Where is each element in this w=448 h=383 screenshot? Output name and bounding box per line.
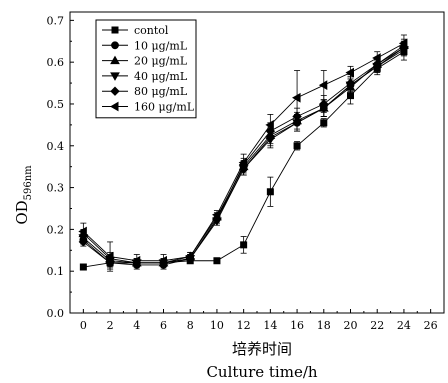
legend-item: 160 μg/mL <box>102 101 195 114</box>
x-tick-label: 6 <box>160 319 167 332</box>
legend-marker <box>111 26 119 34</box>
legend-label: 20 μg/mL <box>134 55 188 68</box>
data-point <box>213 257 221 265</box>
data-point <box>318 80 328 91</box>
data-point <box>372 53 381 63</box>
x-tick-label: 12 <box>237 319 251 332</box>
data-point <box>345 67 354 78</box>
data-point <box>240 241 248 249</box>
x-tick-label: 22 <box>370 319 384 332</box>
y-tick-label: 0.5 <box>47 98 65 111</box>
data-point <box>320 119 328 127</box>
legend-label: 80 μg/mL <box>134 85 188 98</box>
data-point <box>131 255 141 266</box>
y-tick-label: 0.6 <box>47 56 65 69</box>
x-tick-label: 14 <box>263 319 277 332</box>
data-point <box>292 92 301 103</box>
legend-marker <box>110 86 120 96</box>
y-tick-label: 0.7 <box>47 14 65 27</box>
data-point <box>266 188 274 196</box>
x-tick-label: 8 <box>187 319 194 332</box>
data-point <box>265 120 274 130</box>
x-tick-label: 4 <box>133 319 140 332</box>
legend-marker <box>109 101 119 112</box>
legend-label: 10 μg/mL <box>134 39 188 52</box>
y-axis-title-main: OD <box>13 200 31 224</box>
series-5 <box>78 34 408 272</box>
x-tick-label: 16 <box>290 319 304 332</box>
x-tick-label: 18 <box>317 319 331 332</box>
x-tick-label: 10 <box>210 319 224 332</box>
x-tick-label: 24 <box>397 319 411 332</box>
legend-item: 10 μg/mL <box>102 39 188 52</box>
y-tick-label: 0.0 <box>47 307 65 320</box>
legend-item: 80 μg/mL <box>102 85 188 98</box>
x-tick-label: 2 <box>107 319 114 332</box>
data-point <box>158 255 167 266</box>
data-point <box>211 209 221 220</box>
data-point <box>105 251 114 262</box>
y-tick-label: 0.1 <box>47 265 65 278</box>
data-point <box>185 251 194 262</box>
legend-label: 40 μg/mL <box>134 70 188 83</box>
x-tick-label: 26 <box>424 319 438 332</box>
x-tick-label: 20 <box>344 319 358 332</box>
data-point <box>238 157 248 168</box>
legend-item: 20 μg/mL <box>102 55 188 68</box>
y-axis-title-subscript: 596nm <box>23 165 34 201</box>
y-axis-title: OD596nm <box>13 165 34 225</box>
y-tick-label: 0.2 <box>47 223 65 236</box>
y-tick-label: 0.4 <box>47 140 65 153</box>
data-point <box>398 38 408 49</box>
legend: contol 10 μg/mL 20 μg/mL 40 μg/mL 80 μg/mL 16… <box>95 19 197 119</box>
x-axis-title-cn: 培养时间 <box>232 340 292 358</box>
data-point <box>319 99 329 109</box>
legend-label: 160 μg/mL <box>134 101 195 114</box>
y-axis: 0.0 0.1 0.2 0.3 0.4 0.5 0.6 0.7 <box>47 14 74 320</box>
legend-item: 40 μg/mL <box>102 70 188 83</box>
data-point <box>293 142 301 150</box>
series-layer <box>78 34 409 272</box>
data-point <box>78 226 87 237</box>
legend-box <box>95 19 197 119</box>
y-tick-label: 0.3 <box>47 182 65 195</box>
data-point <box>345 78 356 88</box>
x-axis: 0 2 4 6 8 10 12 14 16 18 20 22 24 26 <box>69 309 445 332</box>
legend-label: contol <box>134 24 169 37</box>
x-axis-title: Culture time/h <box>206 363 317 381</box>
data-point <box>79 263 87 271</box>
legend-marker <box>110 55 120 65</box>
legend-marker <box>110 72 120 81</box>
legend-marker <box>111 41 119 50</box>
legend-item: contol <box>102 24 169 37</box>
x-tick-label: 0 <box>80 319 87 332</box>
